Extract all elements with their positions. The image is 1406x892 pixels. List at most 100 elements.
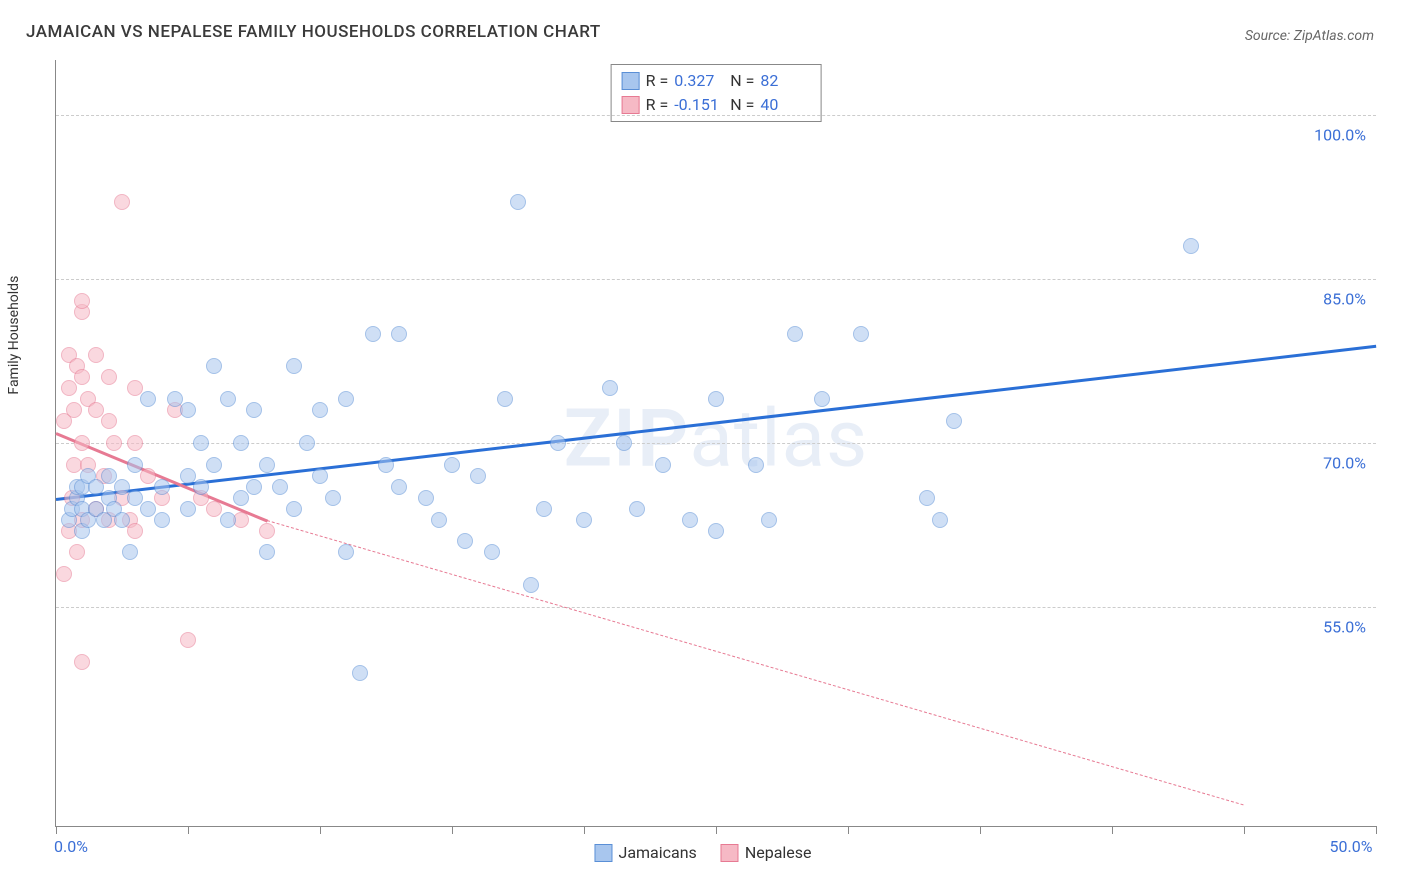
data-point xyxy=(814,391,830,407)
data-point xyxy=(536,501,552,517)
data-point xyxy=(74,293,90,309)
x-tick xyxy=(584,826,585,834)
data-point xyxy=(576,512,592,528)
data-point xyxy=(154,479,170,495)
data-point xyxy=(708,523,724,539)
data-point xyxy=(193,435,209,451)
data-point xyxy=(154,512,170,528)
data-point xyxy=(127,457,143,473)
data-point xyxy=(88,347,104,363)
legend-item-nepalese: Nepalese xyxy=(721,843,812,862)
y-tick-label: 85.0% xyxy=(1323,289,1366,308)
data-point xyxy=(246,479,262,495)
data-point xyxy=(431,512,447,528)
data-point xyxy=(122,544,138,560)
chart-title: JAMAICAN VS NEPALESE FAMILY HOUSEHOLDS C… xyxy=(26,22,601,42)
trend-line xyxy=(267,520,1244,805)
data-point xyxy=(259,544,275,560)
n-label: N = xyxy=(730,69,754,93)
stats-legend-box: R = 0.327 N = 82 R = -0.151 N = 40 xyxy=(611,64,822,122)
data-point xyxy=(378,457,394,473)
gridline xyxy=(56,115,1376,116)
data-point xyxy=(550,435,566,451)
data-point xyxy=(655,457,671,473)
data-point xyxy=(74,654,90,670)
data-point xyxy=(523,577,539,593)
data-point xyxy=(114,512,130,528)
swatch-jamaicans-bottom xyxy=(594,844,612,862)
gridline xyxy=(56,443,1376,444)
stats-row-nepalese: R = -0.151 N = 40 xyxy=(622,93,811,117)
data-point xyxy=(919,490,935,506)
x-tick xyxy=(56,826,57,834)
x-tick xyxy=(1376,826,1377,834)
data-point xyxy=(101,369,117,385)
data-point xyxy=(932,512,948,528)
n-label-2: N = xyxy=(730,93,754,117)
data-point xyxy=(246,402,262,418)
data-point xyxy=(312,468,328,484)
legend-label-jamaicans: Jamaicans xyxy=(618,843,696,862)
data-point xyxy=(616,435,632,451)
data-point xyxy=(206,358,222,374)
data-point xyxy=(352,665,368,681)
data-point xyxy=(140,391,156,407)
data-point xyxy=(74,369,90,385)
x-tick xyxy=(980,826,981,834)
r-value-nepalese: -0.151 xyxy=(674,93,724,117)
data-point xyxy=(106,435,122,451)
trend-line xyxy=(56,345,1376,501)
r-label: R = xyxy=(646,69,669,93)
y-tick-label: 55.0% xyxy=(1323,618,1366,637)
data-point xyxy=(787,326,803,342)
data-point xyxy=(853,326,869,342)
data-point xyxy=(61,380,77,396)
data-point xyxy=(180,402,196,418)
x-tick xyxy=(320,826,321,834)
data-point xyxy=(206,457,222,473)
data-point xyxy=(56,566,72,582)
data-point xyxy=(761,512,777,528)
x-tick xyxy=(188,826,189,834)
x-tick xyxy=(1244,826,1245,834)
chart-container: JAMAICAN VS NEPALESE FAMILY HOUSEHOLDS C… xyxy=(0,0,1406,892)
data-point xyxy=(259,523,275,539)
data-point xyxy=(180,632,196,648)
data-point xyxy=(391,479,407,495)
data-point xyxy=(682,512,698,528)
data-point xyxy=(1183,238,1199,254)
data-point xyxy=(338,544,354,560)
data-point xyxy=(286,358,302,374)
y-tick-label: 70.0% xyxy=(1323,454,1366,473)
data-point xyxy=(338,391,354,407)
x-tick-label: 50.0% xyxy=(1330,837,1373,856)
x-tick-label: 0.0% xyxy=(54,837,88,856)
data-point xyxy=(470,468,486,484)
gridline xyxy=(56,279,1376,280)
data-point xyxy=(193,479,209,495)
data-point xyxy=(708,391,724,407)
data-point xyxy=(602,380,618,396)
legend-label-nepalese: Nepalese xyxy=(745,843,812,862)
data-point xyxy=(312,402,328,418)
data-point xyxy=(259,457,275,473)
swatch-jamaicans xyxy=(622,72,640,90)
plot-area: ZIPatlas R = 0.327 N = 82 R = -0.151 N =… xyxy=(55,60,1376,827)
data-point xyxy=(457,533,473,549)
data-point xyxy=(127,435,143,451)
data-point xyxy=(497,391,513,407)
n-value-nepalese: 40 xyxy=(760,93,810,117)
y-axis-label: Family Households xyxy=(6,276,22,395)
data-point xyxy=(180,501,196,517)
source-name: ZipAtlas.com xyxy=(1294,28,1374,44)
data-point xyxy=(629,501,645,517)
data-point xyxy=(484,544,500,560)
data-point xyxy=(66,402,82,418)
r-value-jamaicans: 0.327 xyxy=(674,69,724,93)
source-label: Source: ZipAtlas.com xyxy=(1245,28,1374,44)
swatch-nepalese xyxy=(622,96,640,114)
data-point xyxy=(286,501,302,517)
source-prefix: Source: xyxy=(1245,28,1294,44)
data-point xyxy=(299,435,315,451)
data-point xyxy=(114,194,130,210)
